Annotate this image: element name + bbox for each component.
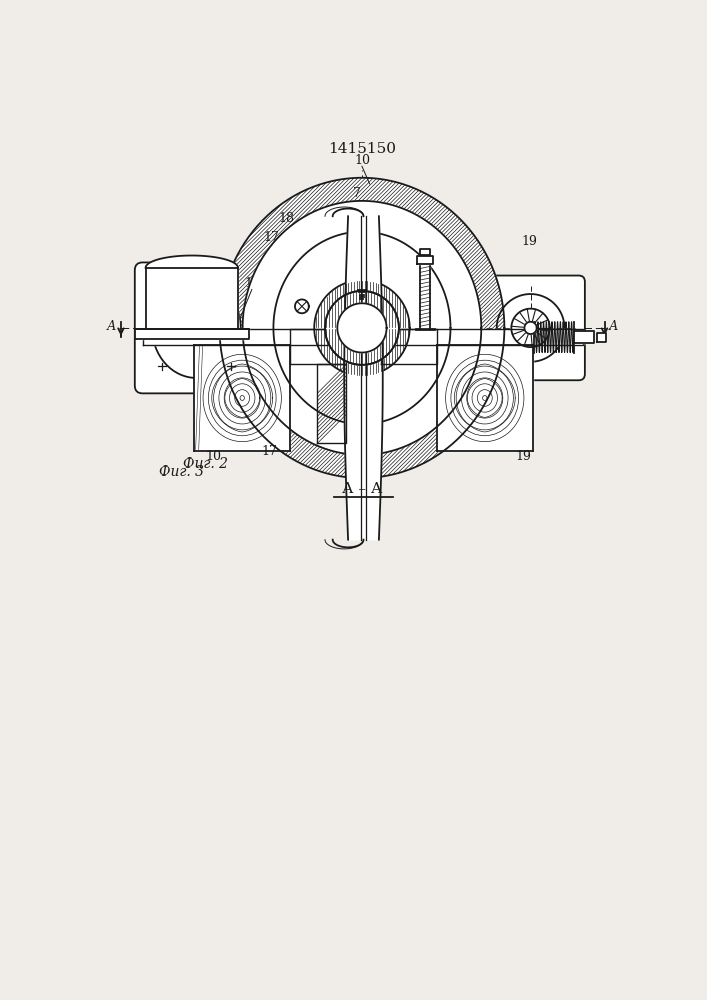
Text: 7: 7 (433, 403, 440, 416)
Polygon shape (146, 256, 238, 268)
Polygon shape (420, 264, 431, 329)
Polygon shape (314, 280, 409, 376)
Polygon shape (291, 329, 346, 364)
Polygon shape (437, 345, 533, 451)
Text: 10: 10 (354, 154, 370, 167)
Polygon shape (337, 303, 387, 353)
Polygon shape (317, 364, 346, 443)
Polygon shape (243, 201, 481, 455)
Text: 10: 10 (205, 450, 221, 463)
Polygon shape (597, 333, 606, 342)
Text: Фиг. 2: Фиг. 2 (182, 457, 228, 471)
Text: 15: 15 (244, 277, 260, 290)
Text: 20: 20 (439, 262, 455, 275)
Text: 18: 18 (279, 212, 295, 225)
Polygon shape (381, 329, 437, 364)
Text: 7: 7 (354, 187, 361, 200)
Polygon shape (511, 309, 550, 347)
Ellipse shape (152, 278, 240, 378)
Text: 1415150: 1415150 (328, 142, 396, 156)
Polygon shape (143, 329, 346, 345)
Polygon shape (146, 268, 238, 329)
Polygon shape (420, 249, 431, 255)
Text: Фиг. 3: Фиг. 3 (160, 465, 204, 479)
Polygon shape (497, 294, 564, 362)
FancyBboxPatch shape (135, 262, 258, 393)
Text: 19: 19 (521, 235, 537, 248)
Polygon shape (525, 322, 537, 334)
Text: 17: 17 (262, 445, 277, 458)
FancyBboxPatch shape (477, 276, 585, 380)
Polygon shape (573, 331, 595, 343)
Text: 17: 17 (263, 231, 279, 244)
Text: 16: 16 (259, 302, 276, 316)
Polygon shape (194, 345, 291, 451)
Polygon shape (381, 329, 583, 345)
Polygon shape (274, 232, 450, 424)
Polygon shape (295, 299, 309, 313)
Polygon shape (325, 291, 399, 365)
Polygon shape (417, 256, 433, 264)
Polygon shape (344, 216, 382, 540)
Text: А: А (107, 320, 117, 333)
Polygon shape (192, 324, 200, 332)
Polygon shape (325, 291, 399, 365)
Text: А: А (609, 320, 619, 333)
Text: 19: 19 (515, 450, 531, 463)
Polygon shape (219, 178, 504, 478)
Polygon shape (135, 329, 249, 339)
Text: А – А: А – А (341, 482, 382, 496)
Text: 14: 14 (274, 313, 289, 326)
